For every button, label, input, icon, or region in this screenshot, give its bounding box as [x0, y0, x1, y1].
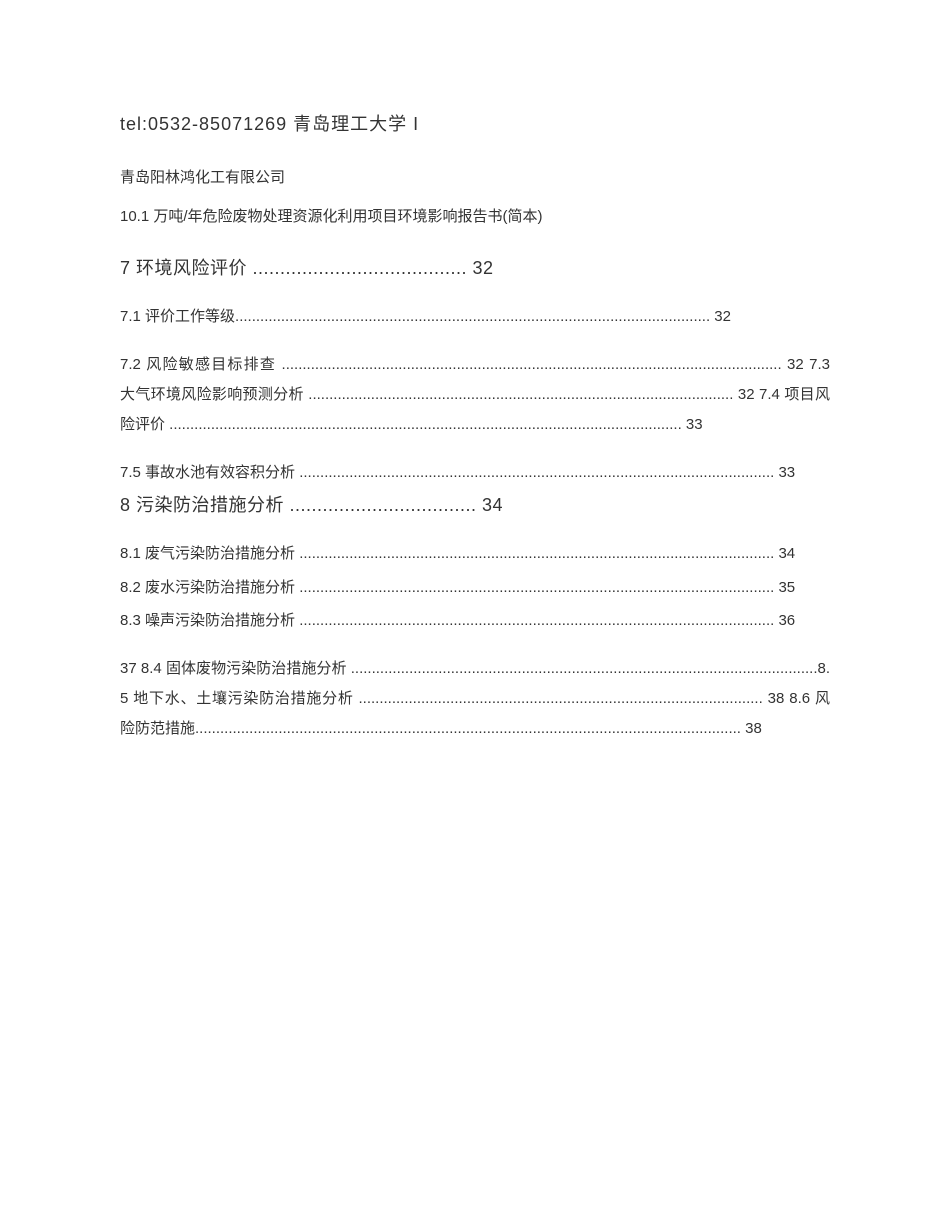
toc-entry-8-1: 8.1 废气污染防治措施分析 .........................… [120, 539, 830, 568]
document-subtitle: 10.1 万吨/年危险废物处理资源化利用项目环境影响报告书(简本) [120, 205, 830, 226]
toc-entry-8-4-to-8-6: 37 8.4 固体废物污染防治措施分析 ....................… [120, 654, 830, 744]
toc-entry-8-2: 8.2 废水污染防治措施分析 .........................… [120, 573, 830, 602]
toc-entry-7-1: 7.1 评价工作等级..............................… [120, 302, 830, 332]
company-name: 青岛阳林鸿化工有限公司 [120, 166, 830, 187]
section-7-heading: 7 环境风险评价 ...............................… [120, 254, 830, 280]
toc-entry-8-3: 8.3 噪声污染防治措施分析 .........................… [120, 606, 830, 636]
toc-entry-7-2-to-7-4: 7.2 风险敏感目标排查 ...........................… [120, 350, 830, 440]
toc-entry-7-5: 7.5 事故水池有效容积分析 .........................… [120, 458, 830, 487]
header-line: tel:0532-85071269 青岛理工大学 I [120, 110, 830, 136]
section-8-heading: 8 污染防治措施分析 .............................… [120, 491, 830, 517]
